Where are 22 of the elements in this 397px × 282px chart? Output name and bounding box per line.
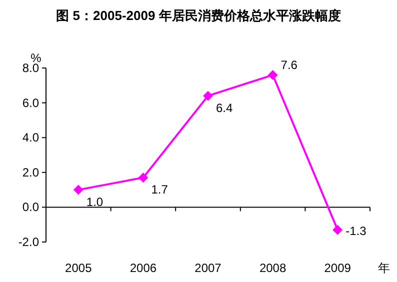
point [203, 90, 213, 101]
y-tick-label: 4.0 [22, 130, 40, 145]
data-label: 1.7 [151, 182, 168, 197]
x-tick-label: 2008 [259, 261, 286, 275]
y-tick-label: -2.0 [18, 235, 40, 249]
x-axis-title: 年 [378, 261, 390, 275]
data-label: 1.0 [86, 194, 104, 209]
y-tick-label: 6.0 [22, 96, 40, 110]
x-tick-label: 2006 [130, 261, 157, 275]
x-tick-label: 2009 [324, 261, 352, 275]
x-tick-label: 2007 [194, 261, 222, 275]
data-label: 6.4 [216, 100, 234, 115]
data-label: 7.6 [280, 58, 298, 72]
x-tick-label: 2005 [65, 261, 92, 275]
point [138, 172, 148, 183]
point [268, 70, 278, 80]
chart-title: 图 5：2005-2009 年居民消费价格总水平涨跌幅度 [56, 8, 341, 23]
data-label: -1.3 [346, 224, 367, 238]
y-tick-label: 0.0 [22, 200, 40, 214]
point [73, 184, 84, 195]
y-tick-label: 2.0 [22, 165, 40, 180]
point [332, 224, 343, 235]
